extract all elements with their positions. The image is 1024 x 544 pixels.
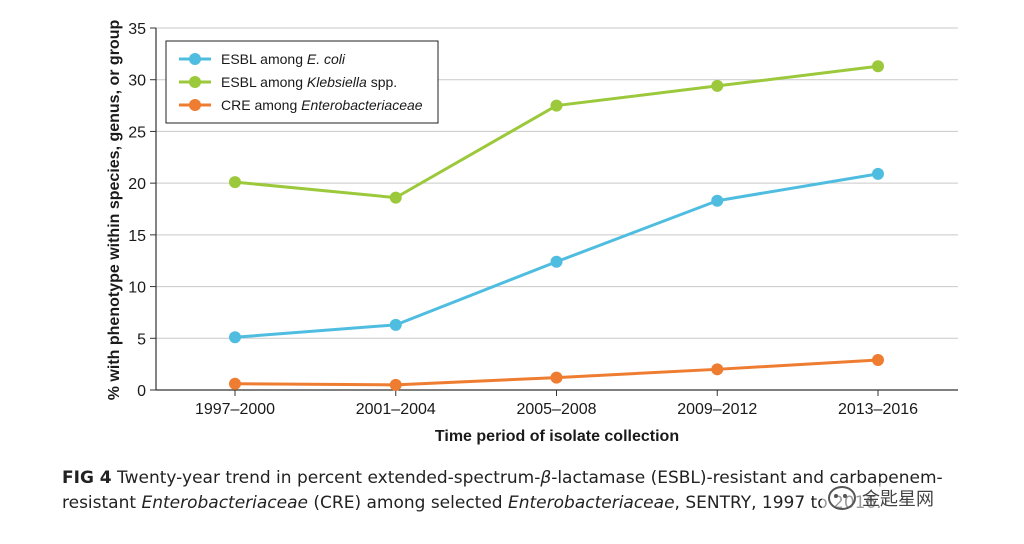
legend-label-2: CRE among Enterobacteriaceae — [221, 97, 423, 113]
y-tick-label-0: 0 — [137, 383, 146, 400]
x-tick-label-0: 1997–2000 — [195, 401, 275, 418]
x-tick-label-3: 2009–2012 — [677, 401, 757, 418]
y-tick-label-35: 35 — [128, 21, 146, 38]
caption-text-1: Twenty-year trend in percent extended-sp… — [111, 468, 541, 488]
legend-label-1: ESBL among Klebsiella spp. — [221, 74, 397, 90]
y-axis: 0 5 10 15 20 25 30 35 — [128, 21, 157, 400]
watermark: 金匙星网 — [822, 483, 940, 513]
data-point-s0-4 — [872, 167, 884, 180]
data-point-s2-2 — [550, 371, 563, 384]
y-tick-label-25: 25 — [128, 124, 146, 141]
caption-text-3: (CRE) among selected — [307, 493, 508, 513]
data-point-s1-1 — [389, 191, 402, 204]
data-point-s2-4 — [872, 354, 884, 367]
series-layer — [229, 60, 884, 391]
y-tick-label-15: 15 — [128, 228, 146, 245]
legend: ESBL among E. coli ESBL among Klebsiella … — [165, 40, 439, 124]
series-line-0 — [234, 172, 879, 339]
data-point-s0-0 — [229, 331, 241, 344]
x-tick-label-1: 2001–2004 — [356, 401, 436, 418]
wechat-icon — [828, 486, 856, 510]
y-tick-label-10: 10 — [128, 280, 146, 297]
x-axis-title: Time period of isolate collection — [435, 428, 679, 445]
legend-box — [165, 40, 439, 124]
caption-italic-2: Enterobacteriaceae — [508, 493, 675, 513]
data-point-s0-2 — [550, 255, 563, 268]
legend-label-0: ESBL among E. coli — [221, 51, 346, 67]
data-point-s1-3 — [711, 79, 724, 92]
legend-swatch-marker-2 — [189, 99, 201, 111]
legend-swatch-marker-1 — [189, 76, 201, 88]
x-tick-label-2: 2005–2008 — [516, 401, 596, 418]
data-point-s0-1 — [389, 318, 402, 331]
y-tick-label-30: 30 — [128, 73, 146, 90]
figure-label: FIG 4 — [62, 468, 112, 488]
caption-beta: β — [540, 468, 552, 488]
x-tick-label-4: 2013–2016 — [838, 401, 918, 418]
line-chart: 0 5 10 15 20 25 30 35 1997–2000 2001–2004 2005–20… — [106, 20, 958, 445]
data-point-s1-2 — [550, 99, 563, 112]
data-point-s0-3 — [711, 194, 724, 207]
data-point-s2-3 — [711, 363, 724, 376]
y-tick-label-20: 20 — [128, 176, 146, 193]
data-point-s2-0 — [229, 377, 241, 390]
watermark-text: 金匙星网 — [862, 489, 934, 510]
data-point-s2-1 — [389, 378, 402, 391]
x-axis: 1997–2000 2001–2004 2005–2008 2009–2012 2013… — [156, 389, 958, 418]
data-point-s1-4 — [872, 60, 884, 73]
legend-swatch-marker-0 — [189, 53, 201, 65]
y-axis-title: % with phenotype within species, genus, … — [106, 20, 123, 401]
y-tick-label-5: 5 — [137, 331, 146, 348]
data-point-s1-0 — [229, 176, 241, 189]
caption-italic-1: Enterobacteriaceae — [141, 493, 308, 513]
